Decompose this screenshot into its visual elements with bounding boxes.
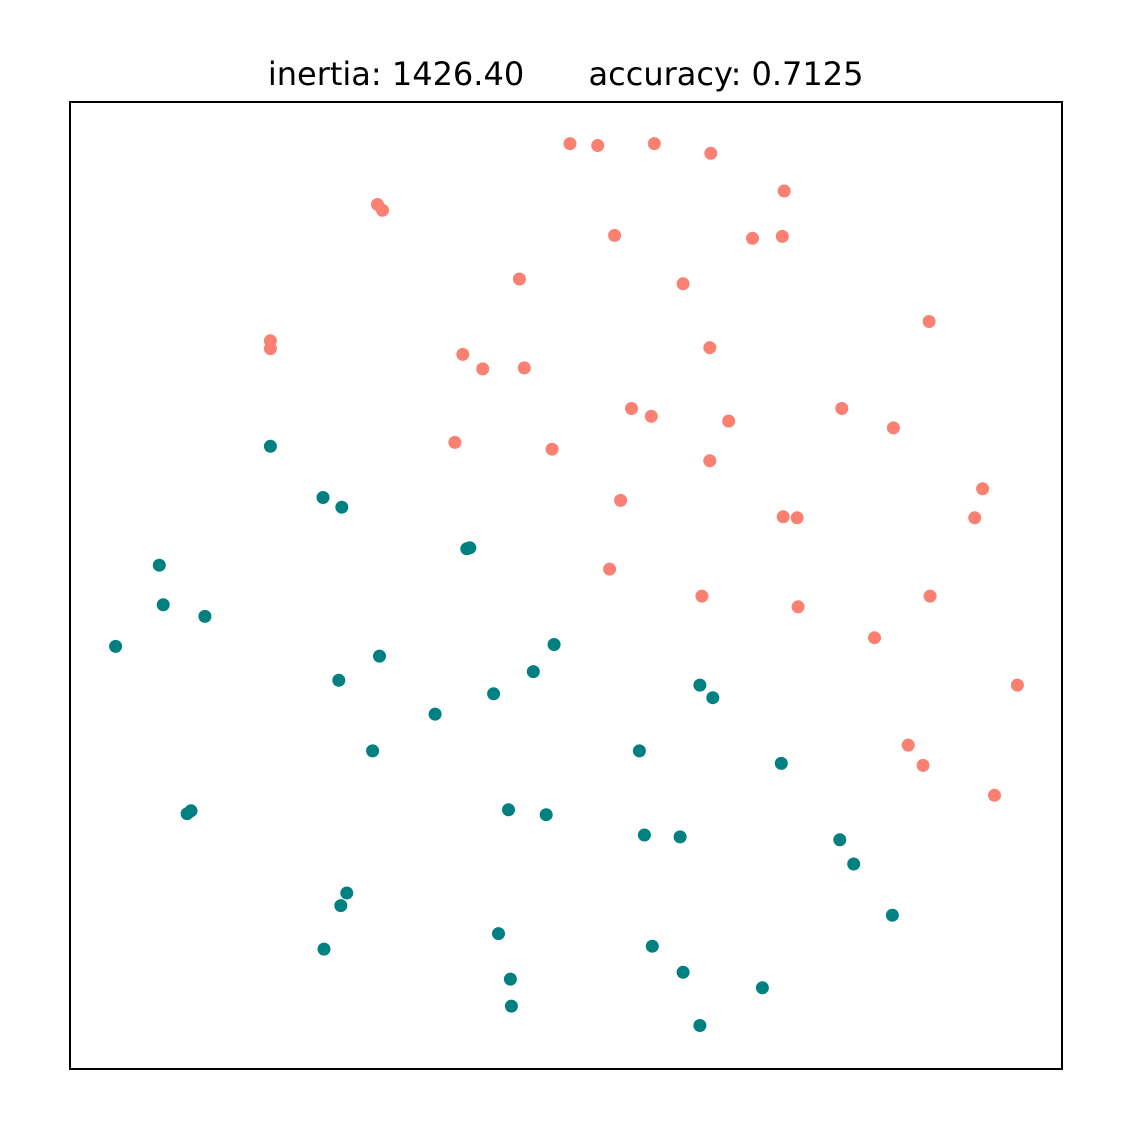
scatter-point-1-36 — [923, 589, 937, 603]
scatter-point-2-9 — [109, 639, 123, 653]
scatter-point-1-37 — [868, 631, 881, 645]
scatter-point-1-21 — [644, 409, 658, 423]
chart-title-accuracy: accuracy: 0.7125 — [589, 55, 864, 93]
scatter-point-1-29 — [614, 493, 628, 507]
scatter-point-1-35 — [791, 600, 805, 614]
scatter-point-2-37 — [504, 999, 518, 1013]
scatter-point-2-30 — [334, 899, 348, 913]
scatter-point-2-22 — [180, 807, 194, 821]
scatter-point-2-12 — [547, 638, 561, 651]
scatter-point-1-30 — [776, 510, 790, 524]
scatter-point-2-20 — [774, 756, 788, 770]
scatter-point-2-14 — [487, 687, 501, 701]
scatter-point-1-13 — [922, 315, 936, 328]
scatter-point-2-28 — [847, 857, 861, 871]
scatter-point-1-7 — [376, 203, 389, 217]
scatter-point-1-2 — [591, 139, 605, 152]
scatter-point-2-8 — [198, 609, 212, 623]
scatter-point-1-17 — [476, 362, 490, 376]
scatter-point-1-4 — [704, 146, 718, 160]
scatter-point-2-29 — [340, 886, 354, 900]
scatter-point-1-3 — [647, 137, 661, 151]
scatter-point-2-27 — [833, 833, 847, 847]
scatter-point-1-5 — [777, 184, 791, 198]
scatter-point-1-12 — [676, 277, 690, 291]
scatter-point-1-40 — [916, 758, 930, 772]
scatter-point-2-16 — [693, 678, 707, 692]
scatter-point-1-34 — [695, 589, 709, 603]
scatter-point-2-34 — [645, 939, 659, 953]
scatter-point-1-24 — [886, 421, 900, 435]
scatter-point-2-7 — [156, 598, 170, 612]
scatter-point-2-23 — [502, 803, 515, 817]
scatter-point-1-1 — [563, 137, 577, 151]
scatter-point-2-36 — [503, 972, 517, 986]
scatter-point-1-38 — [1010, 678, 1024, 692]
scatter-point-2-32 — [492, 927, 505, 941]
scatter-point-2-19 — [632, 744, 646, 758]
scatter-point-2-35 — [676, 965, 690, 979]
plot-frame — [69, 101, 1063, 1070]
scatter-point-2-17 — [706, 691, 720, 705]
scatter-point-1-23 — [722, 414, 736, 428]
scatter-point-1-26 — [545, 442, 559, 456]
scatter-point-2-3 — [335, 500, 349, 514]
scatter-point-2-5 — [463, 541, 477, 555]
scatter-point-1-25 — [448, 435, 462, 449]
scatter-point-1-22 — [835, 402, 849, 415]
scatter-point-2-39 — [693, 1019, 707, 1032]
scatter-point-1-33 — [603, 562, 617, 576]
scatter-point-1-32 — [968, 511, 982, 525]
scatter-point-2-38 — [755, 981, 769, 995]
scatter-points — [109, 137, 1024, 1032]
scatter-point-1-28 — [976, 482, 990, 496]
scatter-point-2-31 — [885, 908, 899, 922]
chart-title-inertia: inertia: 1426.40 — [268, 55, 524, 93]
scatter-point-2-15 — [428, 707, 442, 721]
scatter-point-2-10 — [373, 649, 386, 663]
scatter-point-1-11 — [512, 272, 526, 286]
scatter-point-1-9 — [746, 231, 759, 245]
scatter-point-2-6 — [152, 558, 166, 572]
scatter-point-2-25 — [637, 828, 651, 842]
scatter-point-1-8 — [608, 228, 622, 242]
scatter-point-1-27 — [703, 454, 717, 468]
scatter-point-1-19 — [703, 341, 717, 355]
scatter-point-2-26 — [673, 830, 687, 844]
scatter-point-1-15 — [263, 342, 277, 356]
scatter-point-1-10 — [775, 229, 789, 243]
scatter-point-1-39 — [901, 738, 915, 752]
scatter-point-1-18 — [517, 361, 531, 375]
scatter-point-1-20 — [625, 402, 638, 415]
scatter-point-2-13 — [526, 665, 540, 679]
scatter-point-2-2 — [316, 491, 330, 504]
scatter-point-2-18 — [366, 744, 380, 758]
scatter-point-1-31 — [790, 511, 804, 525]
scatter-point-1-16 — [456, 347, 470, 361]
scatter-point-2-33 — [317, 942, 331, 956]
scatter-point-1-41 — [988, 788, 1001, 802]
scatter-point-2-24 — [539, 808, 553, 822]
scatter-point-2-11 — [332, 673, 346, 687]
scatter-point-2-1 — [263, 439, 277, 453]
